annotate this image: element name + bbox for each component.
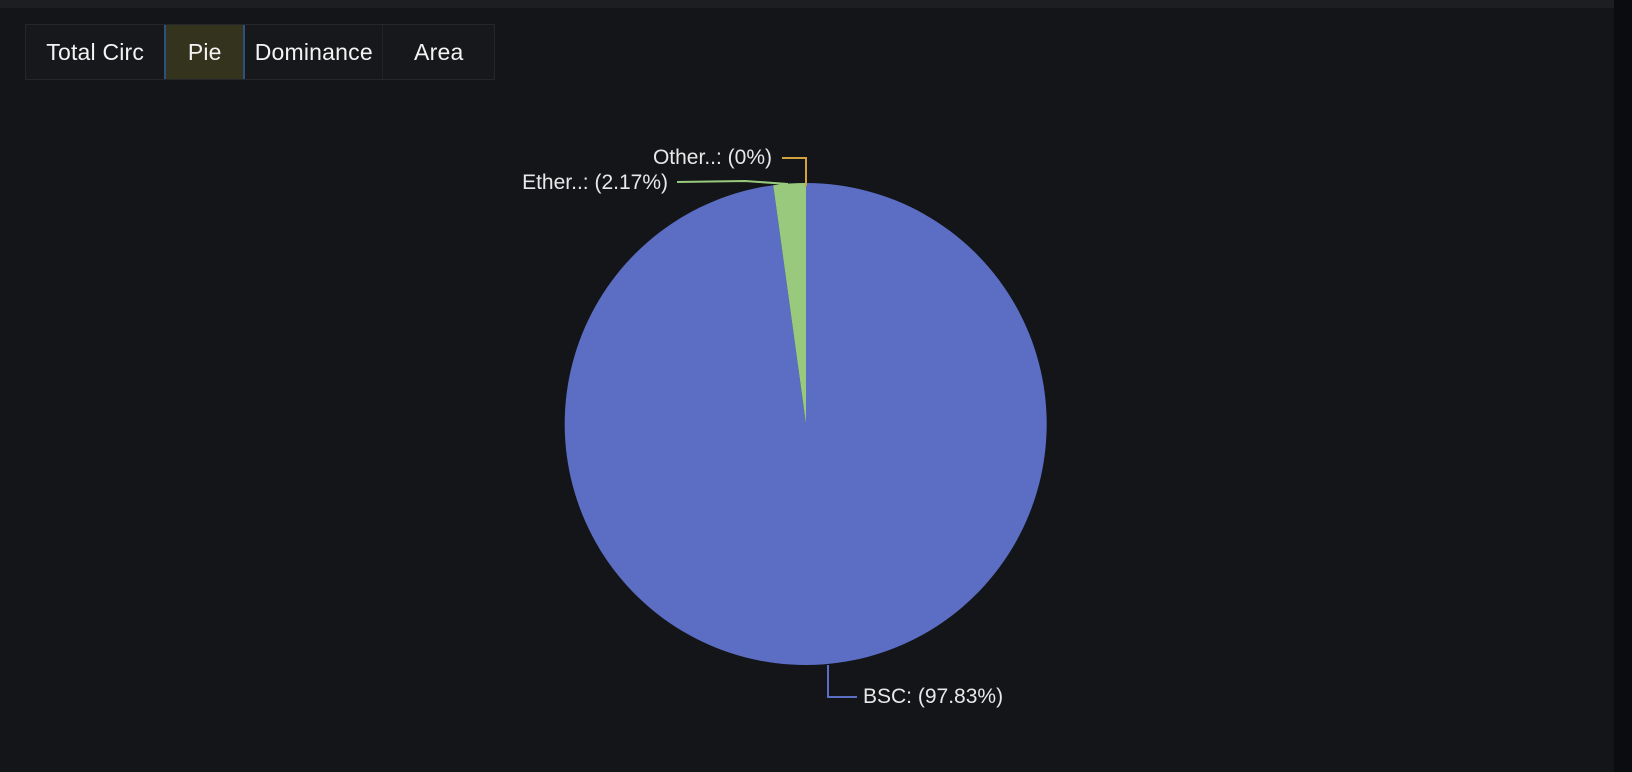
pie-leader-line-other xyxy=(782,157,807,186)
pie-slice-bsc[interactable] xyxy=(564,183,1047,665)
pie-label-other: Other..: (0%) xyxy=(652,146,772,169)
tab-pie[interactable]: Pie xyxy=(164,25,246,79)
chart-type-tabs: Total Circ Pie Dominance Area xyxy=(25,24,495,80)
tab-total-circ[interactable]: Total Circ xyxy=(46,38,145,65)
pie-label-bsc: BSC: (97.83%) xyxy=(863,685,1004,708)
tab-area[interactable]: Area xyxy=(382,25,494,79)
tab-dominance[interactable]: Dominance xyxy=(254,38,373,65)
panel-top-edge xyxy=(0,0,1614,8)
panel-right-edge xyxy=(1614,0,1632,772)
pie-label-ethereum: Ether..: (2.17%) xyxy=(522,171,668,194)
pie-leader-line-ether xyxy=(676,179,789,185)
pie-leader-line-bsc xyxy=(827,665,857,698)
pie-slice-ether[interactable] xyxy=(773,182,806,424)
